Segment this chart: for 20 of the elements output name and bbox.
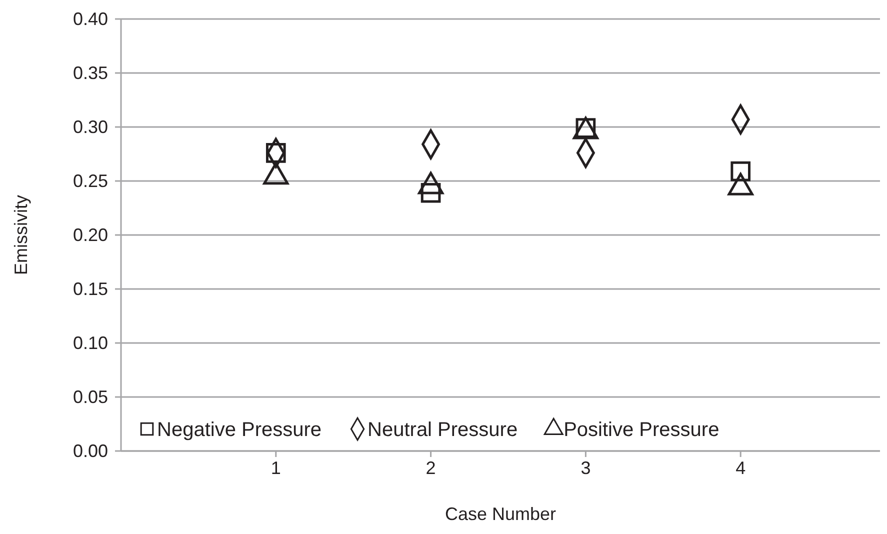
legend-label: Neutral Pressure [368, 419, 518, 441]
x-tick-label: 1 [270, 458, 281, 478]
y-axis-title: Emissivity [11, 195, 31, 275]
y-tick-label: 0.30 [72, 116, 108, 137]
y-tick-label: 0.00 [72, 440, 108, 461]
legend-label: Negative Pressure [157, 419, 322, 441]
y-tick-label: 0.05 [72, 386, 108, 407]
legend-label: Positive Pressure [564, 419, 720, 441]
x-tick-label: 4 [736, 458, 746, 478]
y-tick-label: 0.35 [72, 62, 108, 83]
y-tick-label: 0.15 [72, 278, 108, 299]
y-tick-label: 0.20 [72, 224, 108, 245]
x-axis-title: Case Number [444, 504, 556, 524]
y-tick-label: 0.40 [72, 8, 108, 29]
y-tick-label: 0.25 [72, 170, 108, 191]
y-tick-label: 0.10 [72, 332, 108, 353]
x-tick-label: 2 [426, 458, 436, 478]
x-tick-label: 3 [580, 458, 591, 478]
point [266, 143, 286, 163]
point [730, 161, 751, 182]
